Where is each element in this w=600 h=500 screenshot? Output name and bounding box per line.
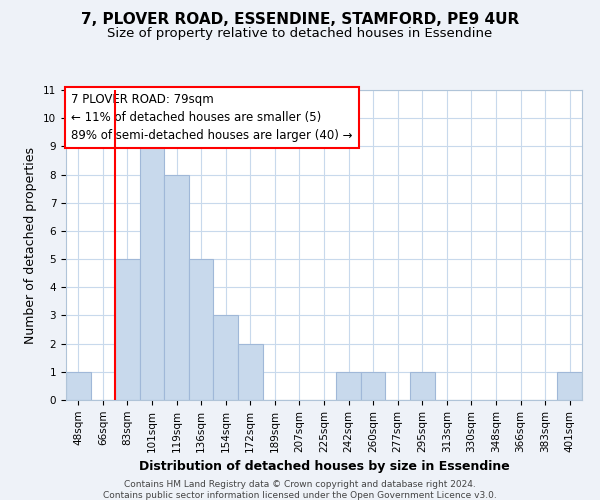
X-axis label: Distribution of detached houses by size in Essendine: Distribution of detached houses by size …	[139, 460, 509, 473]
Bar	[238, 344, 263, 400]
Text: Size of property relative to detached houses in Essendine: Size of property relative to detached ho…	[107, 28, 493, 40]
Bar	[140, 146, 164, 400]
Bar	[410, 372, 434, 400]
Bar	[164, 174, 189, 400]
Text: Contains HM Land Registry data © Crown copyright and database right 2024.: Contains HM Land Registry data © Crown c…	[124, 480, 476, 489]
Bar	[336, 372, 361, 400]
Bar	[189, 259, 214, 400]
Bar	[361, 372, 385, 400]
Bar	[557, 372, 582, 400]
Y-axis label: Number of detached properties: Number of detached properties	[25, 146, 37, 344]
Bar	[115, 259, 140, 400]
Text: Contains public sector information licensed under the Open Government Licence v3: Contains public sector information licen…	[103, 491, 497, 500]
Text: 7, PLOVER ROAD, ESSENDINE, STAMFORD, PE9 4UR: 7, PLOVER ROAD, ESSENDINE, STAMFORD, PE9…	[81, 12, 519, 28]
Bar	[214, 316, 238, 400]
Bar	[66, 372, 91, 400]
Text: 7 PLOVER ROAD: 79sqm
← 11% of detached houses are smaller (5)
89% of semi-detach: 7 PLOVER ROAD: 79sqm ← 11% of detached h…	[71, 93, 353, 142]
